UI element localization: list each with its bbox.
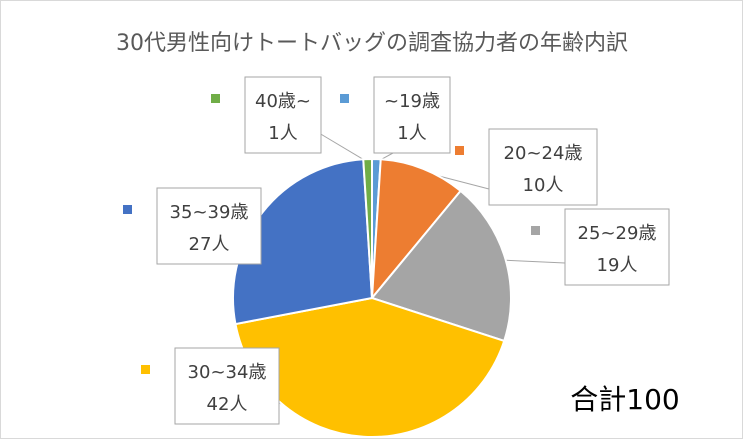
series-key-square xyxy=(123,205,132,214)
pie-slice-6 xyxy=(362,157,373,299)
callout-box xyxy=(564,208,670,286)
total-annotation: 合計100 xyxy=(570,383,679,416)
callout-box xyxy=(174,347,280,425)
category-label: ~19歳 xyxy=(384,91,440,112)
value-label: 10人 xyxy=(523,175,564,196)
value-label: 27人 xyxy=(189,234,230,255)
callout-box xyxy=(244,76,322,154)
leader-line-6 xyxy=(318,132,368,163)
pie-slices xyxy=(232,157,512,439)
pie-slice-3 xyxy=(370,189,512,343)
series-key-square xyxy=(340,94,349,103)
leader-line-3 xyxy=(502,259,566,264)
category-label: 20~24歳 xyxy=(504,143,583,164)
category-label: 30~34歳 xyxy=(188,362,267,383)
category-label: 40歳~ xyxy=(255,91,311,112)
value-label: 1人 xyxy=(268,123,297,144)
value-label: 19人 xyxy=(597,255,638,276)
value-label: 42人 xyxy=(207,394,248,415)
callout-box xyxy=(373,76,451,154)
series-key-square xyxy=(141,365,150,374)
callout-box xyxy=(156,187,262,265)
series-key-square xyxy=(455,146,464,155)
pie-slice-5 xyxy=(232,158,374,326)
callout-6: 40歳~ 1人 xyxy=(211,76,322,154)
callout-4: 30~34歳 42人 xyxy=(141,347,280,425)
callout-2: 20~24歳 10人 xyxy=(455,128,598,206)
series-key-square xyxy=(211,94,220,103)
chart-title: 30代男性向けトートバッグの調査協力者の年齢内訳 xyxy=(116,31,628,56)
callout-3: 25~29歳 19人 xyxy=(531,208,670,286)
value-label: 1人 xyxy=(397,123,426,144)
category-label: 25~29歳 xyxy=(578,223,657,244)
series-key-square xyxy=(531,226,540,235)
category-label: 35~39歳 xyxy=(170,202,249,223)
callout-1: ~19歳 1人 xyxy=(340,76,451,154)
callout-box xyxy=(488,128,598,206)
pie-slice-2 xyxy=(370,158,463,302)
callout-5: 35~39歳 27人 xyxy=(123,187,262,265)
data-label-callouts: ~19歳 1人 20~24歳 10人 25~29歳 19人 30~34歳 42人 35~39歳 2… xyxy=(123,76,670,425)
